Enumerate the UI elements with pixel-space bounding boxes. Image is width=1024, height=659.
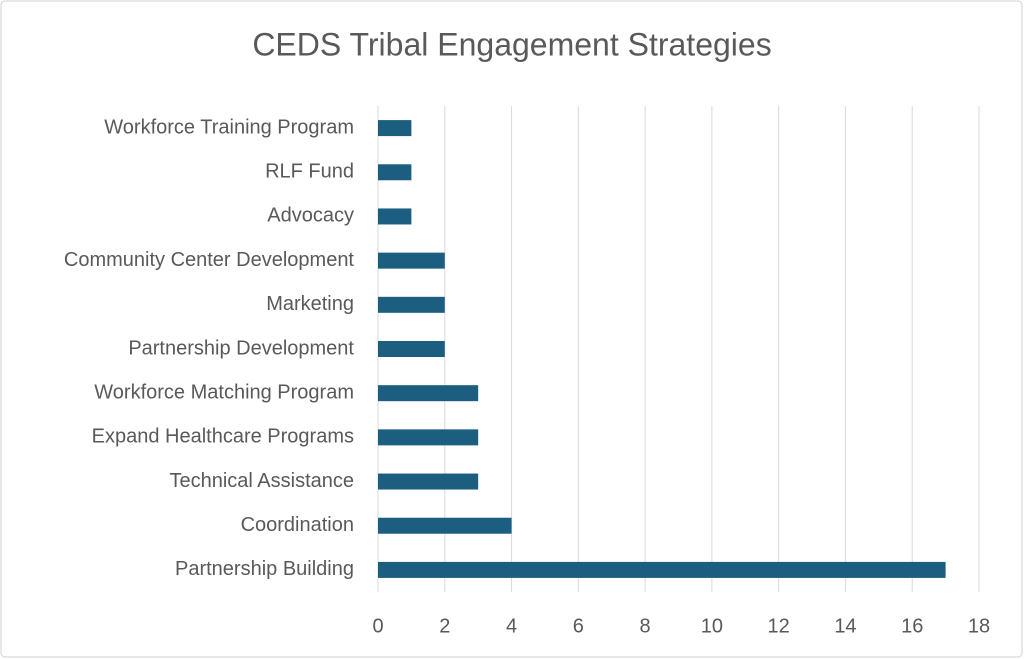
x-tick-label: 8	[640, 615, 651, 637]
y-tick-label: Coordination	[241, 514, 354, 536]
bar	[378, 385, 479, 402]
x-tick-label: 4	[506, 615, 517, 637]
bar	[378, 164, 412, 181]
x-tick-label: 0	[372, 615, 383, 637]
x-tick-label: 2	[439, 615, 450, 637]
x-tick-label: 18	[968, 615, 990, 637]
y-tick-label: Workforce Training Program	[104, 116, 354, 138]
bar	[378, 208, 412, 225]
bar	[378, 473, 479, 490]
y-tick-label: Partnership Development	[128, 337, 354, 359]
y-tick-label: Expand Healthcare Programs	[92, 426, 354, 448]
chart-title: CEDS Tribal Engagement Strategies	[252, 26, 771, 62]
y-tick-label: RLF Fund	[265, 161, 354, 183]
bar	[378, 517, 512, 534]
bar	[378, 341, 445, 357]
y-tick-label: Community Center Development	[64, 249, 355, 271]
y-tick-label: Workforce Matching Program	[94, 381, 354, 403]
y-tick-label: Marketing	[266, 293, 354, 315]
x-tick-label: 14	[834, 615, 856, 637]
bar	[378, 561, 946, 578]
y-tick-label: Technical Assistance	[169, 470, 354, 492]
bar	[378, 120, 412, 137]
x-tick-label: 10	[701, 615, 723, 637]
x-tick-label: 12	[768, 615, 790, 637]
x-tick-label: 16	[901, 615, 923, 637]
x-tick-label: 6	[573, 615, 584, 637]
bar	[378, 296, 445, 313]
y-tick-label: Partnership Building	[175, 558, 354, 580]
bar	[378, 429, 479, 446]
bar	[378, 252, 445, 269]
y-tick-label: Advocacy	[267, 205, 354, 227]
